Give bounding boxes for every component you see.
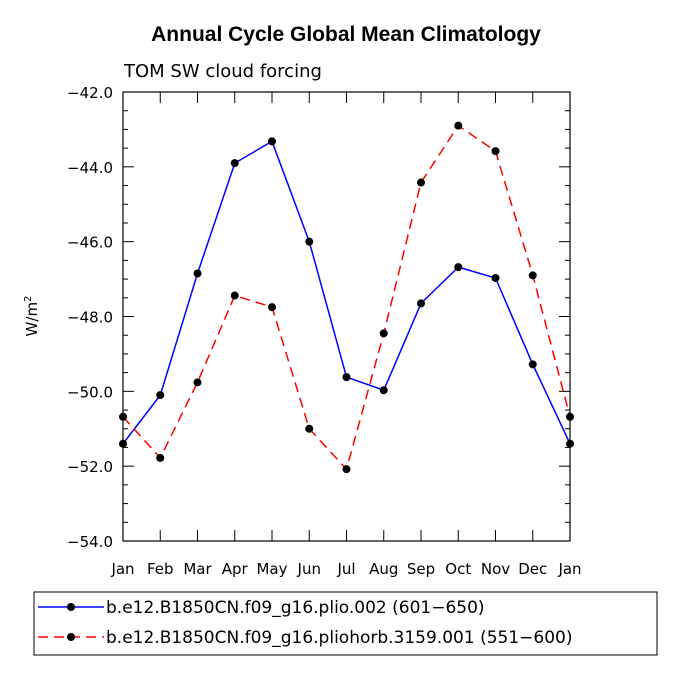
series-0-point [417, 299, 425, 308]
plot-frame [122, 91, 571, 542]
series-1-point [528, 271, 537, 280]
legend-box [33, 591, 658, 656]
y-tick-label: −46.0 [67, 234, 113, 252]
series-0-point [342, 373, 351, 382]
chart-subtitle: TOM SW cloud forcing [123, 61, 322, 82]
series-0-point [193, 269, 202, 278]
series-1-point [342, 465, 351, 474]
y-tick-label: −42.0 [67, 84, 113, 102]
x-tick-label: Jun [297, 560, 321, 578]
series-1-point [379, 329, 388, 338]
y-axis-tick-labels: −54.0 −52.0 −50.0 −48.0 −46.0 −44.0 −42.0 [67, 84, 113, 551]
x-tick-label: Oct [445, 560, 471, 578]
legend-marker-plio [67, 603, 75, 611]
series-0-point [566, 439, 574, 448]
series-layer [119, 121, 574, 474]
x-tick-label: Sep [407, 560, 435, 578]
legend-entry-pliohorb: b.e12.B1850CN.f09_g16.pliohorb.3159.001 … [38, 628, 572, 648]
series-1-point [268, 303, 276, 312]
series-1-point [193, 378, 202, 387]
y-axis-label-superscript: 2 [23, 296, 34, 302]
series-0-point [119, 439, 127, 448]
y-axis-label: W/m2 [23, 296, 41, 337]
series-1-point [491, 147, 500, 156]
legend-label-plio: b.e12.B1850CN.f09_g16.plio.002 (601−650) [106, 598, 485, 618]
series-1-point [417, 178, 425, 187]
y-tick-label: −52.0 [67, 458, 113, 476]
x-tick-label: Dec [518, 560, 547, 578]
series-0-point [528, 360, 537, 369]
y-tick-label: −48.0 [67, 309, 113, 327]
series-0-point [268, 137, 276, 146]
x-tick-label: Jan [110, 560, 134, 578]
series-0-point [491, 273, 500, 282]
series-1-point [119, 412, 127, 421]
x-axis-tick-labels: Jan Feb Mar Apr May Jun Jul Aug Sep Oct Nov Dec Jan [110, 560, 581, 578]
series-0-point [379, 386, 388, 395]
legend-label-pliohorb: b.e12.B1850CN.f09_g16.pliohorb.3159.001 … [106, 628, 572, 648]
legend-entry-plio: b.e12.B1850CN.f09_g16.plio.002 (601−650) [38, 598, 485, 618]
series-0-point [305, 237, 314, 246]
series-1-point [156, 453, 165, 462]
x-tick-label: Mar [183, 560, 212, 578]
series-0-point [156, 391, 165, 400]
series-1-point [230, 291, 239, 300]
chart-title: Annual Cycle Global Mean Climatology [151, 23, 541, 46]
series-0-point [230, 159, 239, 168]
series-line-0 [122, 140, 571, 445]
series-1-point [305, 424, 314, 433]
x-tick-label: Aug [369, 560, 398, 578]
series-0-point [454, 263, 463, 272]
y-tick-label: −50.0 [67, 383, 113, 401]
x-tick-label: Jan [557, 560, 581, 578]
series-1-point [566, 412, 574, 421]
x-tick-label: Apr [222, 560, 249, 578]
x-axis-ticks [122, 92, 571, 541]
y-tick-label: −54.0 [67, 533, 113, 551]
x-tick-label: Feb [147, 560, 174, 578]
series-1-point [454, 121, 463, 130]
y-axis-label-unit: W/m [23, 302, 41, 337]
x-tick-label: Jul [336, 560, 355, 578]
legend-marker-pliohorb [67, 633, 75, 641]
x-tick-label: Nov [481, 560, 510, 578]
x-tick-label: May [256, 560, 287, 578]
y-axis-ticks [123, 91, 570, 542]
y-tick-label: −44.0 [67, 159, 113, 177]
